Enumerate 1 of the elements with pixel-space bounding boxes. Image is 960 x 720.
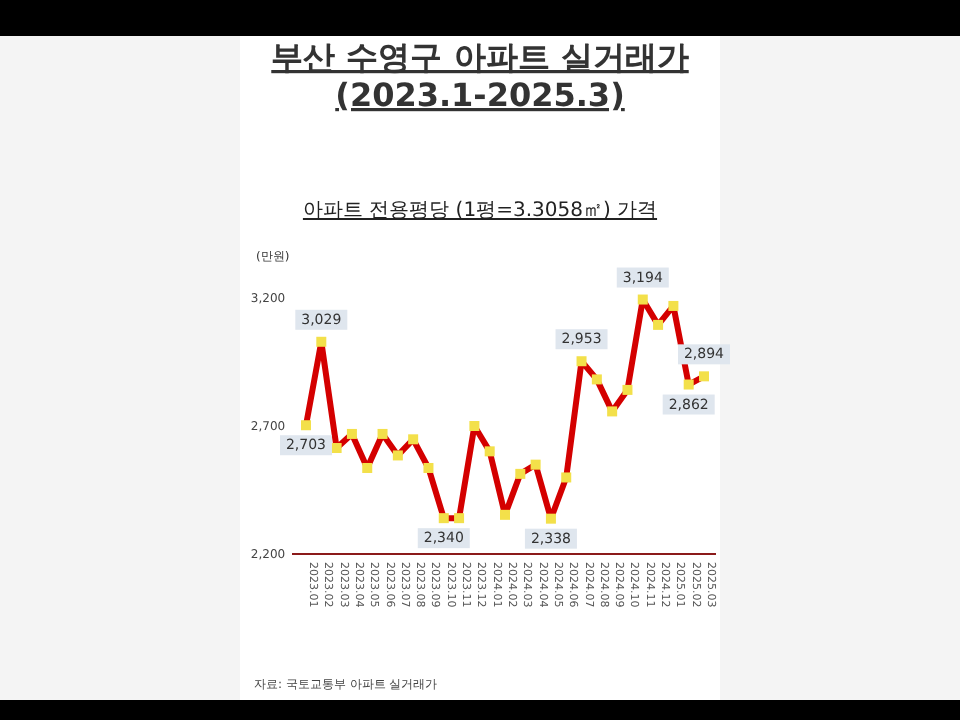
- chart-subtitle: 아파트 전용평당 (1평=3.3058㎡) 가격: [302, 200, 658, 222]
